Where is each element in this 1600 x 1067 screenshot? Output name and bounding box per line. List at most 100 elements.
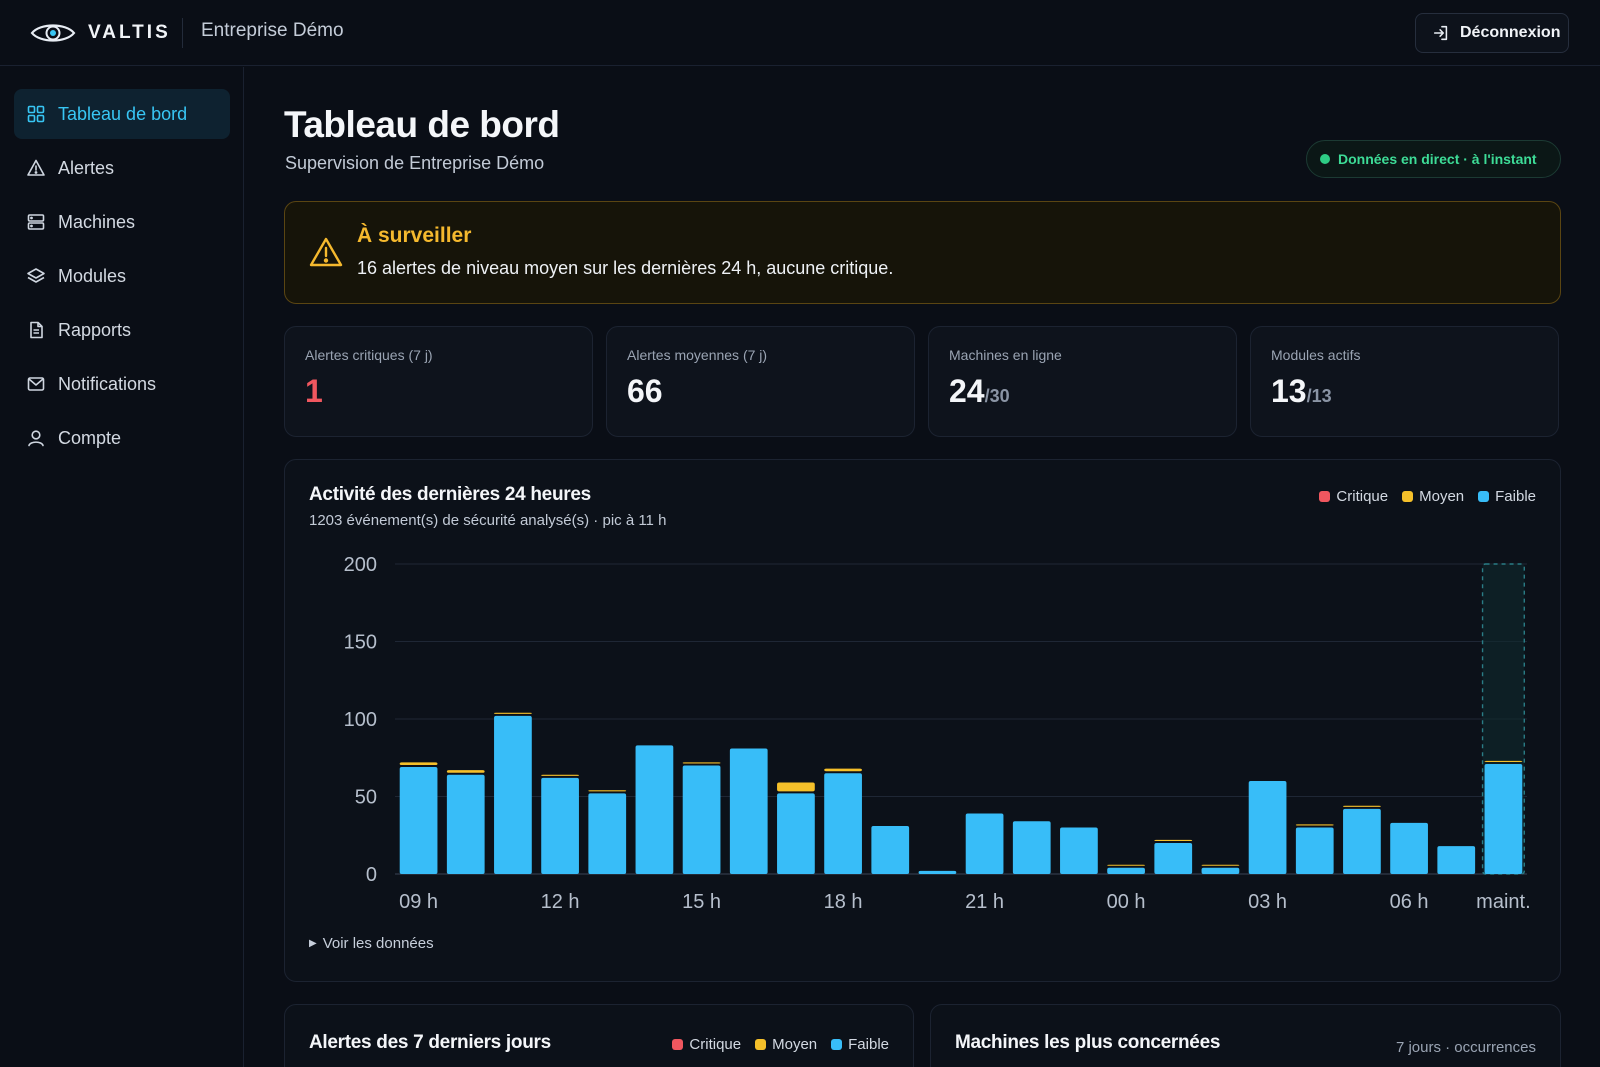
weekly-alerts-card: Alertes des 7 derniers jours Critique Mo… — [284, 1004, 914, 1067]
x-tick-label: 18 h — [824, 891, 863, 913]
bar-faible — [918, 870, 957, 874]
bar-faible — [682, 765, 721, 874]
card-meta: 7 jours · occurrences — [1395, 1039, 1536, 1056]
sidebar-item-label: Alertes — [58, 157, 115, 178]
activity-bar-chart: 0 50 100 150 200 09 h 12 h 15 h 18 h 21 h 00 h 03 h… — [344, 554, 1531, 913]
company-name: Entreprise Démo — [201, 20, 344, 41]
bar-faible — [1295, 827, 1334, 874]
bar-faible — [635, 745, 674, 874]
top-machines-card: Machines les plus concernées 7 jours · o… — [930, 1004, 1561, 1067]
weekly-legend: Critique Moyen Faible — [672, 1036, 889, 1053]
x-tick-label: 06 h — [1390, 891, 1429, 913]
banner-text: 16 alertes de niveau moyen sur les derni… — [357, 258, 894, 278]
bar-faible — [446, 774, 485, 874]
bar-faible — [1012, 821, 1051, 874]
bar-faible — [541, 777, 579, 874]
legend-item-critique: Critique — [1319, 488, 1388, 505]
x-tick-label: maint. — [1476, 891, 1530, 913]
y-tick-label: 150 — [344, 632, 377, 654]
warning-banner: À surveiller 16 alertes de niveau moyen … — [284, 201, 1561, 304]
sidebar-item-label: Tableau de bord — [58, 103, 188, 124]
bar-faible — [1107, 867, 1145, 874]
bar-moyen — [824, 768, 862, 772]
y-tick-label: 200 — [344, 554, 377, 576]
mail-icon — [27, 377, 45, 391]
stat-label: Machines en ligne — [949, 347, 1062, 363]
bar-moyen — [399, 762, 438, 766]
card-title: Alertes des 7 derniers jours — [309, 1032, 551, 1053]
bar-moyen — [1484, 760, 1523, 762]
chart-legend: Critique Moyen Faible — [1319, 488, 1536, 505]
caret-right-icon: ▶ — [309, 938, 317, 949]
stat-label: Alertes moyennes (7 j) — [627, 347, 768, 363]
sidebar-item-alerts[interactable]: Alertes — [14, 143, 230, 193]
bar-faible — [1437, 846, 1476, 874]
live-status-badge: Données en direct · à l'instant — [1306, 140, 1561, 178]
stat-value: 13/13 — [1271, 373, 1332, 409]
y-tick-label: 50 — [355, 787, 377, 809]
bar-faible — [777, 793, 815, 874]
warning-triangle-icon — [309, 237, 343, 267]
brand-logo[interactable]: VALTIS — [30, 20, 171, 46]
user-icon — [28, 430, 44, 447]
stat-value: 66 — [627, 373, 663, 409]
bar-faible — [824, 773, 862, 874]
bar-moyen — [682, 762, 721, 764]
bar-moyen — [1107, 864, 1145, 866]
live-status-text: Données en direct · à l'instant — [1338, 151, 1537, 167]
legend-item-moyen: Moyen — [755, 1036, 817, 1053]
bar-moyen — [777, 782, 815, 792]
live-dot-icon — [1320, 154, 1330, 164]
sidebar-item-machines[interactable]: Machines — [14, 197, 230, 247]
bar-faible — [1154, 843, 1193, 874]
stat-label: Modules actifs — [1271, 347, 1361, 363]
legend-item-faible: Faible — [831, 1036, 889, 1053]
brand-name: VALTIS — [88, 22, 171, 43]
bar-moyen — [588, 790, 627, 792]
stat-value: 1 — [305, 373, 323, 409]
warning-triangle-icon — [27, 159, 45, 176]
show-data-toggle[interactable]: ▶ Voir les données — [309, 935, 434, 952]
eye-logo-icon — [30, 24, 76, 42]
logout-label: Déconnexion — [1460, 24, 1561, 41]
page-title: Tableau de bord — [284, 104, 560, 145]
bar-faible — [729, 748, 768, 874]
bar-moyen — [446, 770, 485, 773]
stat-label: Alertes critiques (7 j) — [305, 347, 433, 363]
legend-item-critique: Critique — [672, 1036, 741, 1053]
page-subtitle: Supervision de Entreprise Démo — [285, 153, 545, 173]
sidebar-item-notifications[interactable]: Notifications — [14, 359, 230, 409]
sidebar-item-dashboard[interactable]: Tableau de bord — [14, 89, 230, 139]
bar-faible — [494, 715, 532, 874]
sidebar-item-account[interactable]: Compte — [14, 413, 230, 463]
stat-card-medium: Alertes moyennes (7 j) 66 — [606, 326, 915, 437]
sidebar-item-label: Modules — [58, 265, 127, 286]
stat-card-modules: Modules actifs 13/13 — [1250, 326, 1559, 437]
bar-faible — [588, 793, 627, 874]
x-tick-label: 12 h — [541, 891, 580, 913]
server-icon — [27, 214, 45, 230]
x-tick-label: 03 h — [1248, 891, 1287, 913]
bar-moyen — [541, 774, 579, 776]
stat-card-critical: Alertes critiques (7 j) 1 — [284, 326, 593, 437]
chart-subtitle: 1203 événement(s) de sécurité analysé(s)… — [309, 512, 667, 529]
sidebar-item-modules[interactable]: Modules — [14, 251, 230, 301]
banner-title: À surveiller — [357, 224, 472, 247]
bar-faible — [871, 825, 910, 874]
chart-title: Activité des dernières 24 heures — [309, 484, 591, 505]
logout-button[interactable]: Déconnexion — [1415, 13, 1569, 53]
bar-faible — [1201, 867, 1240, 874]
toggle-label: Voir les données — [322, 935, 434, 952]
sidebar: Tableau de bord Alertes Machines Modules… — [0, 67, 244, 1067]
x-tick-label: 15 h — [682, 891, 721, 913]
bar-moyen — [1343, 805, 1381, 807]
stat-card-machines: Machines en ligne 24/30 — [928, 326, 1237, 437]
bar-faible — [1343, 808, 1381, 874]
x-tick-label: 00 h — [1107, 891, 1146, 913]
legend-item-moyen: Moyen — [1402, 488, 1464, 505]
activity-chart-card: Activité des dernières 24 heures 1203 év… — [284, 459, 1561, 982]
bar-faible — [1248, 781, 1287, 874]
bar-faible — [965, 813, 1004, 874]
layers-icon — [27, 268, 45, 283]
sidebar-item-reports[interactable]: Rapports — [14, 305, 230, 355]
